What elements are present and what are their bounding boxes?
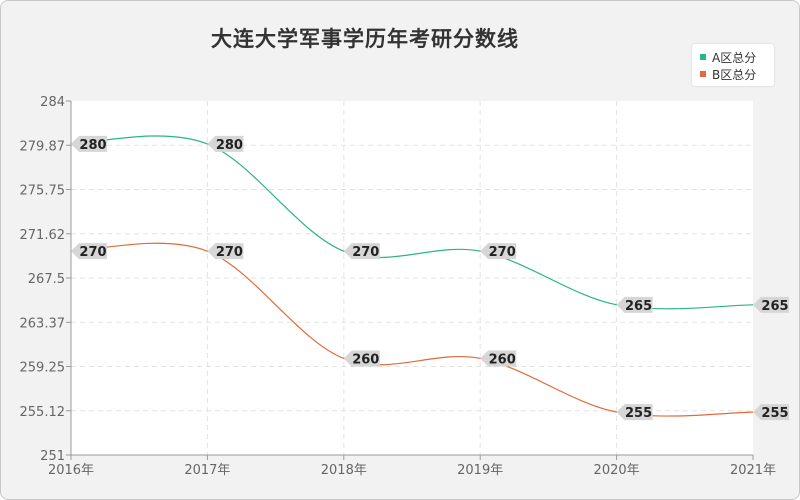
data-label-bg (207, 135, 244, 152)
x-tick-label: 2017年 (184, 463, 230, 478)
data-label-text: 270 (79, 245, 106, 260)
data-label-text: 270 (489, 245, 516, 260)
data-label-bg (207, 243, 244, 260)
y-tick-label: 267.5 (28, 272, 65, 287)
data-label-bg (343, 350, 380, 367)
data-label-0: 280 (207, 135, 244, 153)
legend-swatch-a (700, 54, 706, 60)
data-label-0: 265 (753, 296, 789, 314)
data-label-1: 270 (207, 243, 244, 260)
data-label-bg (71, 135, 107, 152)
data-label-bg (480, 243, 517, 260)
legend-label-b: B区总分 (712, 67, 757, 82)
data-label-bg (480, 350, 517, 367)
legend: A区总分 B区总分 (692, 44, 774, 86)
y-tick-label: 275.75 (20, 184, 66, 199)
legend-label-a: A区总分 (712, 50, 757, 65)
y-tick-label: 279.87 (20, 139, 66, 154)
data-label-text: 265 (625, 299, 652, 314)
data-label-1: 270 (71, 243, 107, 260)
data-label-0: 265 (616, 296, 653, 314)
data-label-bg (343, 243, 380, 260)
data-label-bg (71, 243, 107, 260)
data-label-1: 260 (343, 350, 380, 367)
legend-swatch-b (700, 71, 706, 77)
x-tick-label: 2018年 (321, 463, 367, 478)
y-tick-label: 251 (40, 449, 65, 464)
data-label-1: 255 (753, 404, 789, 421)
chart-title: 大连大学军事学历年考研分数线 (211, 27, 519, 51)
x-tick-label: 2016年 (48, 463, 94, 478)
y-tick-label: 271.62 (20, 228, 66, 243)
data-label-text: 255 (625, 406, 652, 421)
y-tick-label: 284 (40, 95, 65, 110)
data-label-text: 270 (216, 245, 243, 260)
x-tick-label: 2021年 (730, 463, 776, 478)
data-label-1: 255 (616, 404, 653, 421)
data-label-text: 255 (761, 406, 788, 421)
data-label-text: 260 (352, 352, 379, 367)
data-label-bg (616, 296, 653, 313)
data-label-0: 280 (71, 135, 107, 153)
data-label-text: 265 (761, 299, 788, 314)
data-label-0: 270 (343, 243, 380, 260)
y-tick-label: 263.37 (20, 316, 66, 331)
data-label-text: 280 (79, 138, 106, 153)
data-label-text: 260 (489, 352, 516, 367)
legend-item-a[interactable]: A区总分 (700, 49, 756, 65)
y-tick-label: 259.25 (20, 361, 66, 376)
legend-item-b[interactable]: B区总分 (700, 66, 756, 82)
x-tick-label: 2019年 (457, 463, 503, 478)
data-label-0: 270 (480, 243, 517, 260)
x-tick-label: 2020年 (594, 463, 640, 478)
y-tick-label: 255.12 (20, 405, 66, 420)
data-label-1: 260 (480, 350, 517, 367)
data-label-bg (753, 296, 789, 313)
data-label-bg (616, 404, 653, 421)
data-label-text: 280 (216, 138, 243, 153)
data-label-bg (753, 404, 789, 421)
data-label-text: 270 (352, 245, 379, 260)
